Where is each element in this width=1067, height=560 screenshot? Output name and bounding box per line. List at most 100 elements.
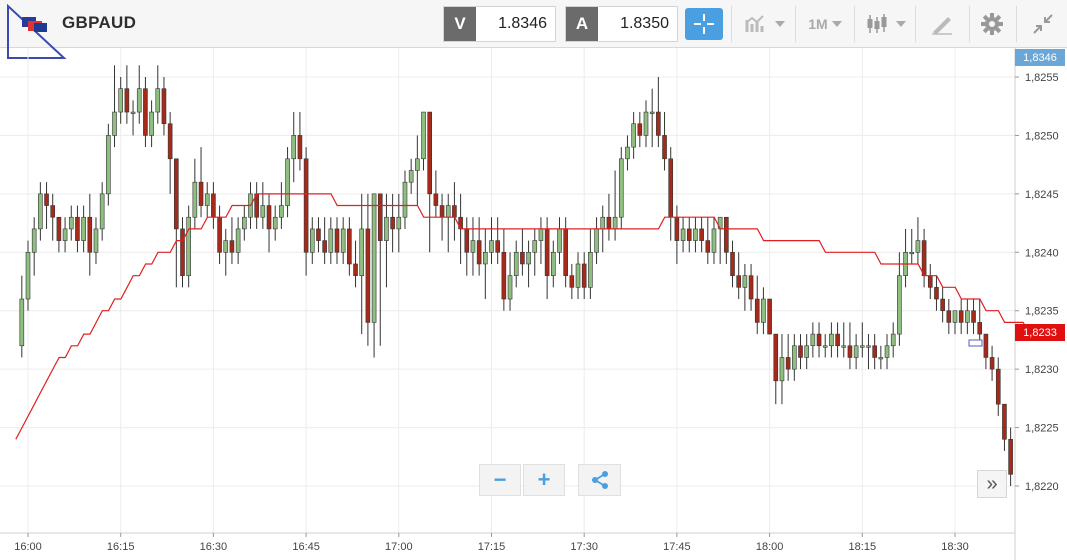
draw-tools-button[interactable] xyxy=(922,6,962,42)
candle-body xyxy=(909,251,915,255)
candle-body xyxy=(229,240,235,253)
candle-body xyxy=(495,240,500,253)
current-price-tag: 1,8346 xyxy=(1015,49,1065,66)
time-tick-label: 18:15 xyxy=(849,541,877,553)
toolbar-separator xyxy=(795,6,796,42)
candle-body xyxy=(965,310,970,323)
candle-body xyxy=(118,88,123,113)
crosshair-button[interactable] xyxy=(685,8,723,40)
candle-body xyxy=(130,111,136,114)
scroll-to-latest-button[interactable]: » xyxy=(977,470,1007,498)
candle-body xyxy=(402,181,408,218)
candle-body xyxy=(835,333,840,347)
candle-body xyxy=(303,158,309,253)
candle-body xyxy=(68,216,74,230)
candle-body xyxy=(810,333,816,347)
candle-body xyxy=(476,240,482,265)
candle-body xyxy=(989,357,995,370)
candle-body xyxy=(866,345,871,348)
candle-body xyxy=(235,228,241,253)
candle-body xyxy=(594,228,599,253)
candle-body xyxy=(538,228,544,241)
candle-body xyxy=(785,357,791,370)
candle-body xyxy=(550,251,556,276)
candle-body xyxy=(186,216,191,276)
candle-body xyxy=(167,123,173,160)
time-tick-label: 17:15 xyxy=(478,541,506,553)
chart-type-button[interactable] xyxy=(740,6,790,42)
candle-body xyxy=(87,216,93,253)
candle-body xyxy=(242,216,247,230)
candle-body xyxy=(921,240,927,276)
candle-body xyxy=(161,88,167,125)
candle-body xyxy=(421,111,426,160)
price-tick-label: 1,8225 xyxy=(1025,423,1059,435)
crosshair-icon xyxy=(694,14,714,34)
candle-body xyxy=(483,251,488,265)
candle-body xyxy=(81,216,86,241)
candle-body xyxy=(143,88,148,136)
price-tick-label: 1,8220 xyxy=(1025,481,1059,493)
candle-body xyxy=(149,111,154,136)
candle-body xyxy=(754,298,760,323)
toolbar-separator xyxy=(854,6,855,42)
candle-body xyxy=(433,193,439,206)
candlestick-style-button[interactable] xyxy=(862,6,910,42)
toolbar-separator xyxy=(731,6,732,42)
price-tick-label: 1,8255 xyxy=(1025,72,1059,84)
candle-body xyxy=(872,345,877,358)
candle-body xyxy=(223,240,229,253)
sell-label: V xyxy=(444,7,476,41)
buy-quote-button[interactable]: A 1.8350 xyxy=(565,6,678,42)
candle-body xyxy=(38,193,43,230)
current-price-value: 1,8346 xyxy=(1023,51,1057,64)
candle-body xyxy=(62,228,68,241)
time-tick-label: 16:45 xyxy=(292,541,320,553)
line-chart-type-icon xyxy=(745,15,764,32)
candle-body xyxy=(829,333,834,347)
toolbar-separator xyxy=(1016,6,1017,42)
price-tick-label: 1,8240 xyxy=(1025,247,1059,259)
candle-body xyxy=(606,216,612,230)
moving-average-line xyxy=(15,193,1036,440)
candle-body xyxy=(285,158,290,206)
candle-body xyxy=(390,216,395,230)
share-button[interactable] xyxy=(578,464,621,496)
candle-body xyxy=(155,88,161,113)
candle-body xyxy=(396,216,402,230)
time-tick-label: 18:30 xyxy=(941,541,969,553)
candle-body xyxy=(557,228,562,253)
candle-body xyxy=(761,298,766,323)
toolbar-separator xyxy=(969,6,970,42)
candle-body xyxy=(272,216,278,230)
candle-body xyxy=(136,88,142,113)
candle-body xyxy=(575,263,581,288)
candle-body xyxy=(174,158,179,230)
zoom-in-button[interactable]: + xyxy=(523,464,565,496)
candle-body xyxy=(415,158,420,171)
sell-quote-button[interactable]: V 1.8346 xyxy=(443,6,556,42)
candle-body xyxy=(359,228,365,276)
settings-button[interactable] xyxy=(975,6,1009,42)
candle-body xyxy=(773,333,779,382)
chevron-down-icon xyxy=(831,21,842,27)
collapse-icon xyxy=(1033,14,1053,34)
candle-body xyxy=(520,251,525,265)
toolbar-separator xyxy=(915,6,916,42)
candle-body xyxy=(297,135,303,160)
candle-body xyxy=(699,228,704,241)
chevron-down-icon xyxy=(896,21,906,27)
draw-tool-icon xyxy=(932,17,952,35)
candle-body xyxy=(748,275,754,300)
timeframe-dropdown[interactable]: 1M xyxy=(800,6,850,42)
candle-body xyxy=(897,275,902,335)
collapse-button[interactable] xyxy=(1026,6,1060,42)
candle-body xyxy=(649,111,655,114)
zoom-out-button[interactable]: − xyxy=(479,464,521,496)
candle-body xyxy=(952,310,958,323)
candle-body xyxy=(841,345,847,348)
candle-body xyxy=(563,228,568,276)
candle-body xyxy=(439,205,445,218)
candle-body xyxy=(384,216,389,241)
candle-body xyxy=(816,333,822,347)
